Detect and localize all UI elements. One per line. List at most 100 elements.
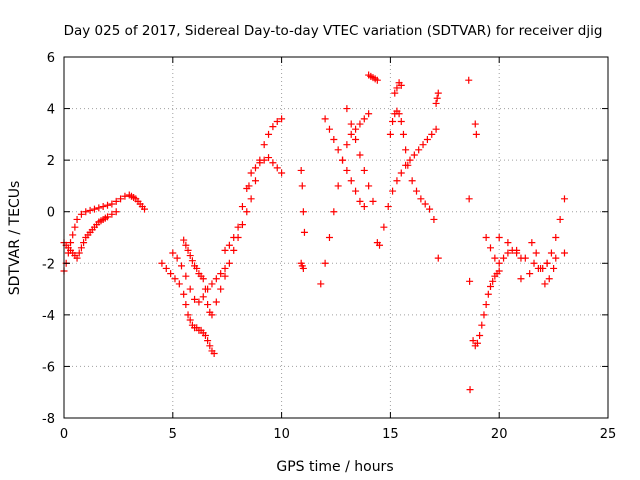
data-point (317, 280, 325, 288)
data-point (221, 264, 229, 272)
y-tick-label: 6 (47, 51, 55, 66)
data-point (69, 231, 77, 239)
data-point (73, 215, 81, 223)
data-point (428, 130, 436, 138)
data-point (273, 117, 281, 125)
series-arc-21-23h (517, 249, 568, 283)
series-arc-7-10h (212, 115, 286, 306)
data-point (330, 208, 338, 216)
data-point (500, 254, 508, 262)
data-point (297, 166, 305, 174)
data-point (356, 120, 364, 128)
data-point (543, 259, 551, 267)
data-point (212, 298, 220, 306)
data-point (556, 215, 564, 223)
data-point (195, 298, 203, 306)
data-point (552, 234, 560, 241)
data-point (86, 206, 94, 214)
data-point (343, 141, 351, 149)
data-point (397, 81, 405, 89)
data-point (384, 203, 392, 211)
data-point (230, 246, 238, 254)
data-point (77, 210, 85, 218)
x-tick-label: 20 (491, 427, 508, 442)
data-point (376, 241, 384, 249)
series-arc-12-14h (317, 110, 373, 288)
series-arc-19.5-21h (482, 234, 525, 267)
data-point (486, 244, 494, 252)
data-point (495, 259, 503, 267)
data-point (417, 195, 425, 203)
data-point (356, 197, 364, 205)
data-point (273, 164, 281, 172)
data-point (393, 177, 401, 185)
series-arc-16-17h (408, 177, 442, 262)
series-arc-5.5-7h (180, 236, 216, 319)
data-point (80, 239, 88, 247)
series-arc-19-20h (469, 267, 503, 350)
data-point (217, 285, 225, 293)
data-point (112, 197, 120, 205)
data-point (217, 270, 225, 278)
data-point (528, 239, 536, 247)
data-point (330, 136, 338, 144)
data-point (199, 275, 207, 283)
data-point (112, 208, 120, 216)
x-tick-label: 5 (169, 427, 177, 442)
data-point (430, 215, 438, 223)
data-point (180, 290, 188, 298)
data-point (121, 192, 129, 200)
series-arc-11-12h (297, 166, 308, 236)
data-point (230, 234, 238, 241)
data-point (504, 239, 512, 247)
x-tick-label: 0 (60, 427, 68, 442)
data-point (413, 187, 421, 195)
data-point (82, 208, 90, 216)
data-points (60, 71, 568, 394)
data-point (393, 84, 401, 92)
data-point (256, 159, 264, 167)
data-point (67, 239, 75, 247)
data-point (238, 221, 246, 229)
data-point (541, 280, 549, 288)
data-point (260, 156, 268, 164)
data-point (208, 280, 216, 288)
y-tick-label: -4 (42, 309, 55, 324)
series-arc-14-14.5h (365, 71, 381, 84)
data-point (339, 156, 347, 164)
data-point (225, 259, 233, 267)
data-point (560, 249, 568, 257)
data-point (243, 208, 251, 216)
data-point (182, 241, 190, 249)
data-point (247, 169, 255, 177)
data-point (389, 187, 397, 195)
data-point (547, 249, 555, 257)
y-tick-label: 0 (47, 206, 55, 221)
data-point (521, 254, 529, 262)
data-point (193, 264, 201, 272)
data-point (171, 275, 179, 283)
y-axis-label: SDTVAR / TECUs (7, 181, 23, 296)
data-point (386, 130, 394, 138)
data-point (347, 177, 355, 185)
data-point (210, 350, 218, 358)
data-point (471, 120, 479, 128)
data-point (260, 141, 268, 149)
x-tick-label: 10 (273, 427, 290, 442)
series-arc-17h (432, 89, 442, 107)
data-point (380, 223, 388, 231)
data-point (186, 316, 194, 324)
data-point (334, 146, 342, 154)
data-point (204, 301, 212, 309)
data-point (419, 141, 427, 149)
data-point (99, 203, 107, 211)
series-arc-5-7h (158, 259, 218, 358)
data-point (352, 136, 360, 144)
data-point (421, 200, 429, 208)
data-point (298, 182, 306, 190)
data-point (117, 195, 125, 203)
axis-ticks: 0 5 10 15 20 25 -8 -6 -4 -2 0 2 4 6 (42, 51, 616, 442)
data-point (482, 234, 490, 241)
data-point (517, 275, 525, 283)
data-point (495, 267, 503, 275)
